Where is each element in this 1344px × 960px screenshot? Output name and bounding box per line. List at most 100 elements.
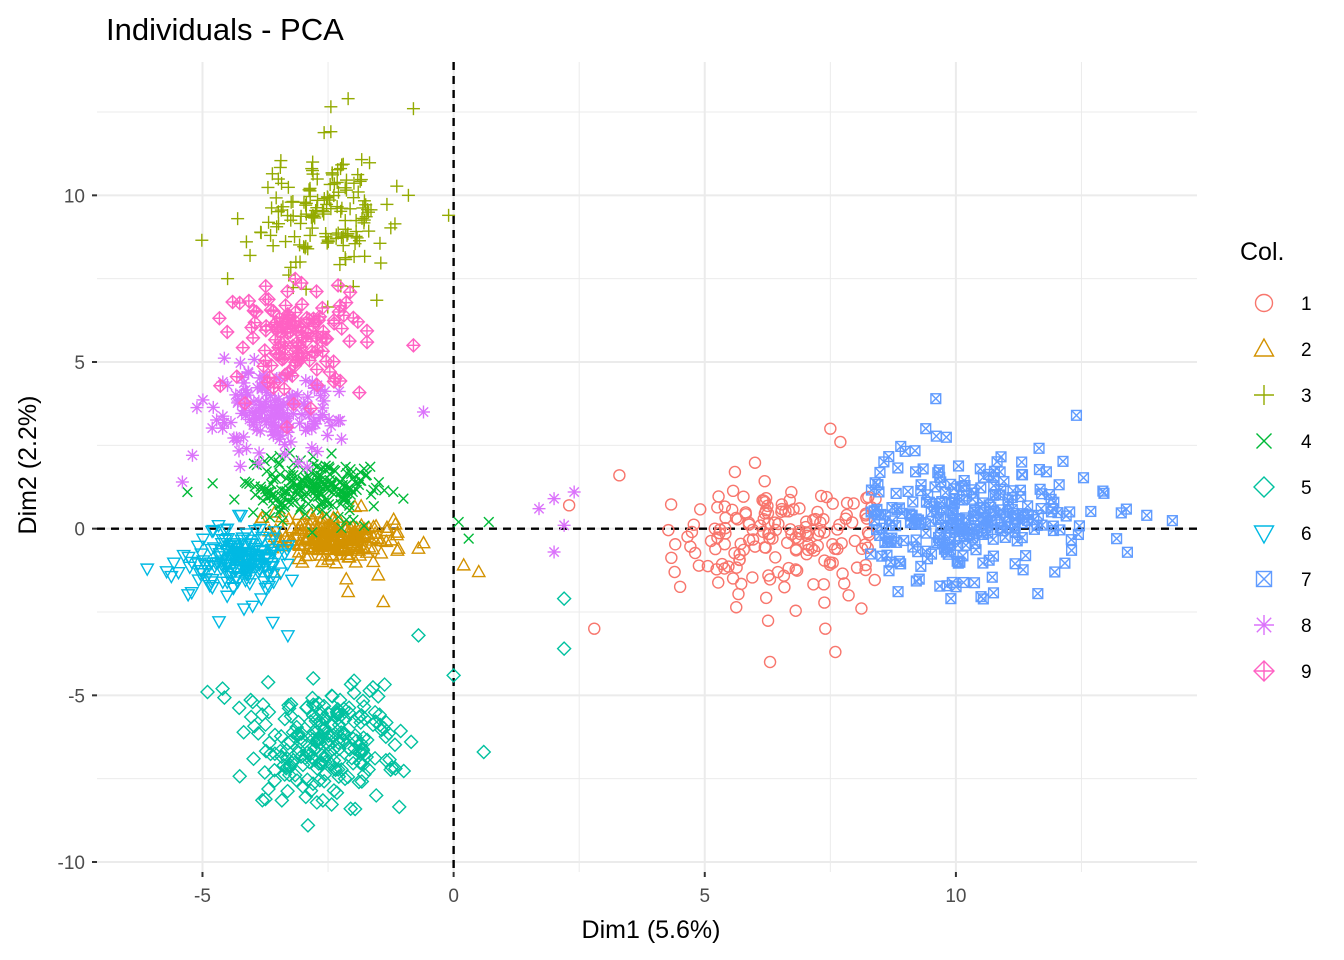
data-point [279,486,290,497]
legend-title: Col. [1240,238,1284,266]
data-point [341,700,357,716]
data-point [265,616,281,630]
data-point [219,523,235,537]
data-point [762,569,775,582]
data-point [920,527,932,539]
data-points [139,92,1178,833]
data-point [324,202,338,216]
data-point [294,504,306,516]
data-point [337,486,348,498]
data-point [321,551,336,565]
data-point [274,499,286,511]
data-point [954,556,966,568]
data-point [799,520,812,534]
data-point [1072,528,1084,541]
data-point [181,551,196,565]
data-point [372,707,388,723]
data-point [923,496,935,508]
data-point [267,526,283,540]
data-point [265,568,281,583]
data-point [713,523,727,536]
data-point [817,578,831,591]
data-point [326,354,342,370]
data-point [934,512,947,524]
data-point [301,754,317,770]
data-point [302,535,318,550]
data-point [335,732,351,748]
data-point [758,541,772,554]
data-point [288,230,302,244]
data-point [386,511,402,525]
data-point [274,459,285,470]
data-point [279,759,295,775]
data-point [416,405,430,419]
data-point [772,517,785,531]
data-point [331,304,347,320]
data-point [261,465,273,477]
data-point [237,430,251,444]
data-point [917,463,929,475]
data-point [349,214,363,228]
data-point [335,231,349,245]
data-point [687,518,701,531]
y-tick-label: -5 [68,686,85,707]
data-point [323,498,335,510]
data-point [704,534,718,548]
data-point [368,500,380,512]
data-point [778,581,791,594]
data-point [313,755,329,770]
data-point [836,567,849,580]
data-point [712,576,725,589]
data-point [312,530,328,545]
data-point [233,561,249,576]
data-point [685,525,699,539]
data-point [818,596,831,609]
data-point [406,102,420,116]
data-point [191,574,206,588]
data-point [840,496,854,510]
data-point [208,557,224,571]
data-point [988,480,1000,492]
data-point [1033,463,1045,476]
data-point [293,749,309,765]
data-point [280,306,296,322]
data-point [673,580,687,594]
data-point [266,576,282,590]
data-point [814,489,828,503]
data-point [820,490,833,504]
data-point [166,557,182,571]
data-point [284,755,300,771]
data-point [265,201,279,215]
data-point [309,734,325,750]
data-point [321,732,337,748]
data-point [789,544,803,557]
data-point [316,773,332,789]
data-point [247,315,263,331]
data-point [323,521,338,536]
data-point [280,540,296,554]
data-point [332,692,348,708]
data-point [273,567,288,581]
data-point [265,452,277,464]
data-point [1040,466,1052,478]
data-point [267,773,283,789]
data-point [718,500,732,513]
data-point [359,544,375,558]
data-point [231,700,247,716]
data-point [175,475,189,489]
data-point [374,256,388,270]
data-point [334,162,348,176]
data-point [363,156,377,170]
data-point [799,526,813,539]
data-point [945,593,957,605]
data-point [299,374,313,388]
data-point [306,155,320,169]
x-tick-label: 5 [699,886,710,907]
data-point [204,581,220,596]
data-point [284,574,300,588]
data-point [303,228,317,242]
data-point [361,205,375,219]
data-point [317,750,333,766]
data-point [282,759,298,775]
data-point [824,422,837,435]
